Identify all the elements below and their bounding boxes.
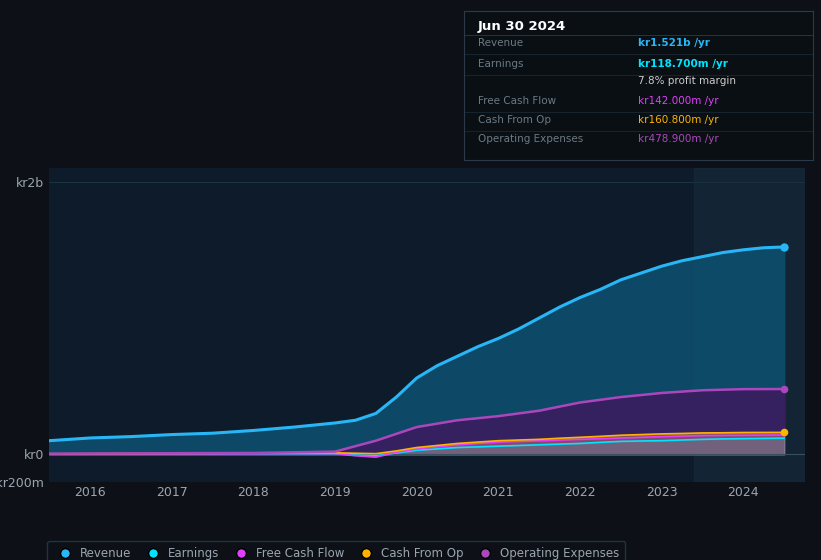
Text: Revenue: Revenue bbox=[478, 38, 523, 48]
Text: Cash From Op: Cash From Op bbox=[478, 115, 551, 125]
Text: kr478.900m /yr: kr478.900m /yr bbox=[639, 134, 719, 144]
Text: kr160.800m /yr: kr160.800m /yr bbox=[639, 115, 719, 125]
Text: Jun 30 2024: Jun 30 2024 bbox=[478, 20, 566, 33]
Point bbox=[777, 428, 791, 437]
Text: kr1.521b /yr: kr1.521b /yr bbox=[639, 38, 710, 48]
Text: 7.8% profit margin: 7.8% profit margin bbox=[639, 77, 736, 86]
Point bbox=[777, 385, 791, 394]
Text: kr118.700m /yr: kr118.700m /yr bbox=[639, 59, 728, 69]
Text: Earnings: Earnings bbox=[478, 59, 523, 69]
Text: kr142.000m /yr: kr142.000m /yr bbox=[639, 96, 719, 106]
Point bbox=[777, 242, 791, 251]
Bar bbox=[695, 168, 805, 482]
Legend: Revenue, Earnings, Free Cash Flow, Cash From Op, Operating Expenses: Revenue, Earnings, Free Cash Flow, Cash … bbox=[47, 541, 626, 560]
Text: Operating Expenses: Operating Expenses bbox=[478, 134, 583, 144]
Text: Free Cash Flow: Free Cash Flow bbox=[478, 96, 556, 106]
